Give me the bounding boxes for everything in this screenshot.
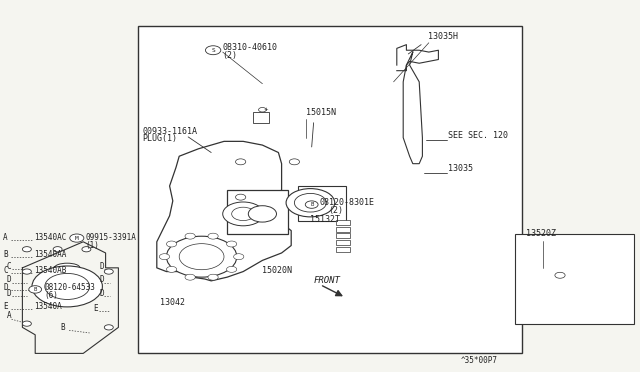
Text: 15132T: 15132T xyxy=(310,215,340,224)
Text: 13540A: 13540A xyxy=(34,302,61,311)
Ellipse shape xyxy=(524,266,558,277)
Bar xyxy=(336,240,350,245)
Circle shape xyxy=(227,241,237,247)
Bar xyxy=(336,227,350,232)
Text: C: C xyxy=(6,262,11,271)
Text: ^35*00P7: ^35*00P7 xyxy=(461,356,498,365)
Text: A: A xyxy=(6,311,11,320)
Bar xyxy=(336,247,350,252)
Circle shape xyxy=(22,321,31,326)
Text: 15015N: 15015N xyxy=(306,108,336,117)
Text: 00933-1161A: 00933-1161A xyxy=(142,127,197,136)
Text: D: D xyxy=(6,275,11,284)
Text: 13042: 13042 xyxy=(160,298,185,307)
Text: (2): (2) xyxy=(328,206,343,215)
Circle shape xyxy=(32,266,102,307)
Circle shape xyxy=(227,266,237,272)
Circle shape xyxy=(166,266,177,272)
Text: 13540AB: 13540AB xyxy=(34,266,67,275)
Text: 13035: 13035 xyxy=(448,164,473,173)
Text: A: A xyxy=(3,233,8,242)
Text: D: D xyxy=(99,262,104,271)
Circle shape xyxy=(179,244,224,270)
Circle shape xyxy=(82,247,91,252)
Text: 13540AC: 13540AC xyxy=(34,233,67,242)
Text: 08120-8301E: 08120-8301E xyxy=(320,198,375,207)
Text: M: M xyxy=(75,235,79,241)
Text: (1): (1) xyxy=(85,241,99,250)
Text: D: D xyxy=(99,289,104,298)
Bar xyxy=(253,112,269,123)
Circle shape xyxy=(53,247,62,252)
Text: (6): (6) xyxy=(44,291,58,299)
Circle shape xyxy=(286,189,335,217)
Text: 13540AA: 13540AA xyxy=(34,250,67,259)
Circle shape xyxy=(236,159,246,165)
Text: B: B xyxy=(61,323,65,332)
Circle shape xyxy=(248,206,276,222)
Circle shape xyxy=(236,194,246,200)
Bar xyxy=(336,220,350,225)
Circle shape xyxy=(259,108,266,112)
Bar xyxy=(227,190,288,234)
Bar xyxy=(298,186,346,221)
Circle shape xyxy=(22,269,31,274)
Circle shape xyxy=(555,272,565,278)
Ellipse shape xyxy=(54,263,80,272)
Bar xyxy=(138,26,522,353)
Text: D: D xyxy=(6,289,11,298)
Text: 15020N: 15020N xyxy=(262,266,292,275)
Text: E: E xyxy=(3,302,8,311)
Circle shape xyxy=(185,233,195,239)
Text: 08120-64533: 08120-64533 xyxy=(44,283,95,292)
Text: S: S xyxy=(211,48,215,53)
Circle shape xyxy=(104,269,113,274)
Circle shape xyxy=(208,233,218,239)
Circle shape xyxy=(22,247,31,252)
Text: B: B xyxy=(3,250,8,259)
Circle shape xyxy=(159,254,170,260)
Text: B: B xyxy=(310,202,314,207)
Text: 13520Z: 13520Z xyxy=(526,229,556,238)
Text: B: B xyxy=(33,287,37,292)
Circle shape xyxy=(70,234,84,242)
Circle shape xyxy=(166,241,177,247)
Circle shape xyxy=(45,273,90,299)
Bar xyxy=(515,234,634,324)
Circle shape xyxy=(305,201,318,208)
Text: 13035H: 13035H xyxy=(428,32,458,41)
Text: PLUG(1): PLUG(1) xyxy=(142,134,177,142)
Circle shape xyxy=(208,274,218,280)
Text: +: + xyxy=(263,107,268,112)
Text: C: C xyxy=(3,266,8,275)
Text: D: D xyxy=(3,283,8,292)
Text: (2): (2) xyxy=(223,51,237,60)
Circle shape xyxy=(205,46,221,55)
Circle shape xyxy=(104,325,113,330)
Text: E: E xyxy=(93,304,97,312)
Circle shape xyxy=(294,193,326,212)
Text: 08310-40610: 08310-40610 xyxy=(223,43,278,52)
Circle shape xyxy=(234,254,244,260)
Circle shape xyxy=(185,274,195,280)
Circle shape xyxy=(166,236,237,277)
Circle shape xyxy=(223,202,264,226)
Bar xyxy=(336,233,350,238)
Circle shape xyxy=(289,159,300,165)
Circle shape xyxy=(232,207,255,221)
Text: 09915-3391A: 09915-3391A xyxy=(85,233,136,242)
Text: D: D xyxy=(99,275,104,284)
Text: FRONT: FRONT xyxy=(314,276,340,285)
Circle shape xyxy=(29,286,42,293)
Text: SEE SEC. 120: SEE SEC. 120 xyxy=(448,131,508,140)
